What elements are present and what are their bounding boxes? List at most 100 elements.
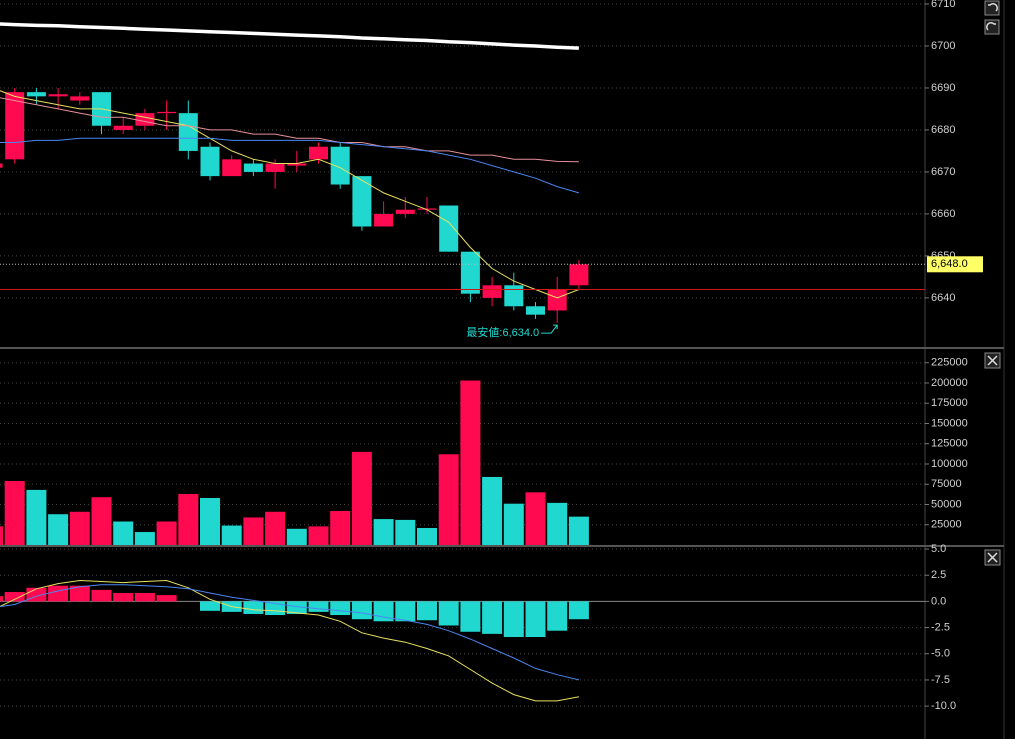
- y-tick-label: 2.5: [931, 569, 946, 581]
- volume-bar: [156, 521, 177, 545]
- candle-body: [243, 163, 263, 172]
- histogram-bar: [503, 601, 524, 638]
- volume-bar: [69, 511, 90, 545]
- candle-body: [460, 251, 480, 294]
- histogram-bar: [69, 585, 90, 602]
- candle-body: [157, 111, 177, 114]
- y-tick-label: 200000: [931, 377, 968, 389]
- volume-bar: [547, 502, 568, 545]
- indicator-line: [0, 584, 580, 681]
- volume-bar: [243, 517, 264, 545]
- candle-body: [70, 96, 90, 101]
- histogram-bar: [330, 601, 351, 616]
- y-tick-label: 6640: [931, 292, 955, 304]
- volume-bar: [503, 503, 524, 545]
- annotation-arrow: [541, 324, 558, 334]
- volume-bar: [48, 514, 69, 545]
- y-tick-label: 6700: [931, 40, 955, 52]
- y-tick-label: 150000: [931, 417, 968, 429]
- volume-bar: [351, 451, 372, 545]
- histogram-bar: [525, 601, 546, 638]
- y-tick-label: -5.0: [931, 648, 950, 660]
- candle-body: [265, 163, 285, 172]
- y-tick-label: 5.0: [931, 543, 946, 555]
- candle-body: [178, 113, 198, 151]
- candle-body: [200, 146, 220, 177]
- histogram-bar: [482, 601, 503, 634]
- candle-body: [374, 213, 394, 227]
- indicator-line: [0, 579, 579, 702]
- histogram-bar: [568, 601, 589, 620]
- candle-body: [222, 159, 242, 177]
- candle-body: [352, 176, 372, 227]
- volume-bar: [113, 521, 134, 545]
- volume-bar: [0, 526, 3, 545]
- indicator-line: [0, 90, 580, 299]
- undo-button[interactable]: [984, 0, 1000, 16]
- volume-bar: [417, 527, 437, 545]
- candle-body: [26, 92, 46, 97]
- candle-body: [330, 146, 350, 185]
- volume-bar: [91, 497, 112, 545]
- histogram-bar: [113, 593, 134, 602]
- y-tick-label: 6710: [931, 0, 955, 10]
- y-tick-label: 6670: [931, 166, 955, 178]
- indicator-line: [0, 97, 579, 163]
- volume-bar: [221, 525, 242, 545]
- histogram-bar: [308, 601, 329, 612]
- histogram-bar: [351, 601, 372, 620]
- candle-body: [0, 163, 3, 168]
- y-tick-label: 75000: [931, 478, 962, 490]
- close-macd-button[interactable]: [984, 549, 1001, 566]
- histogram-bar: [417, 601, 437, 621]
- volume-bar: [568, 516, 589, 545]
- y-tick-label: -7.5: [931, 674, 950, 686]
- y-tick-label: 175000: [931, 397, 968, 409]
- candle-body: [287, 163, 307, 166]
- y-tick-label: 225000: [931, 357, 968, 369]
- histogram-bar: [547, 601, 568, 631]
- volume-bar: [460, 380, 481, 545]
- histogram-bar: [243, 601, 264, 614]
- close-volume-button[interactable]: [984, 352, 1001, 369]
- volume-bar: [330, 510, 351, 545]
- y-tick-label: -2.5: [931, 621, 950, 633]
- candle-body: [309, 146, 328, 160]
- y-tick-label: 6660: [931, 208, 955, 220]
- candle-body: [417, 208, 437, 210]
- candle-body: [569, 264, 589, 286]
- y-tick-label: 6690: [931, 82, 955, 94]
- volume-bar: [395, 519, 416, 545]
- current-price-box: [927, 256, 983, 273]
- volume-bar: [178, 493, 199, 545]
- candle-body: [439, 205, 459, 252]
- volume-bar: [525, 492, 546, 545]
- volume-bar: [308, 526, 329, 545]
- candle-body: [113, 125, 133, 130]
- candle-body: [395, 209, 415, 214]
- candle-body: [526, 306, 545, 315]
- volume-bar: [4, 480, 25, 545]
- volume-bar: [265, 511, 286, 545]
- redo-button[interactable]: [984, 19, 1000, 35]
- histogram-bar: [286, 601, 307, 614]
- volume-bar: [482, 476, 503, 545]
- volume-bar: [200, 498, 220, 545]
- y-tick-label: -10.0: [931, 700, 956, 712]
- y-tick-label: 100000: [931, 458, 968, 470]
- y-tick-label: 50000: [931, 498, 962, 510]
- histogram-bar: [200, 601, 220, 611]
- histogram-bar: [48, 585, 69, 602]
- volume-bar: [438, 454, 459, 545]
- indicator-line: [0, 137, 580, 194]
- candle-body: [482, 285, 502, 298]
- candle-body: [504, 285, 524, 307]
- histogram-bar: [134, 593, 155, 602]
- candle-body: [135, 113, 155, 126]
- y-tick-label: 25000: [931, 519, 962, 531]
- annotation-text: 最安値:6,634.0: [466, 325, 539, 339]
- histogram-bar: [460, 601, 481, 632]
- volume-bar: [286, 528, 307, 545]
- y-tick-label: 125000: [931, 438, 968, 450]
- histogram-bar: [91, 589, 112, 602]
